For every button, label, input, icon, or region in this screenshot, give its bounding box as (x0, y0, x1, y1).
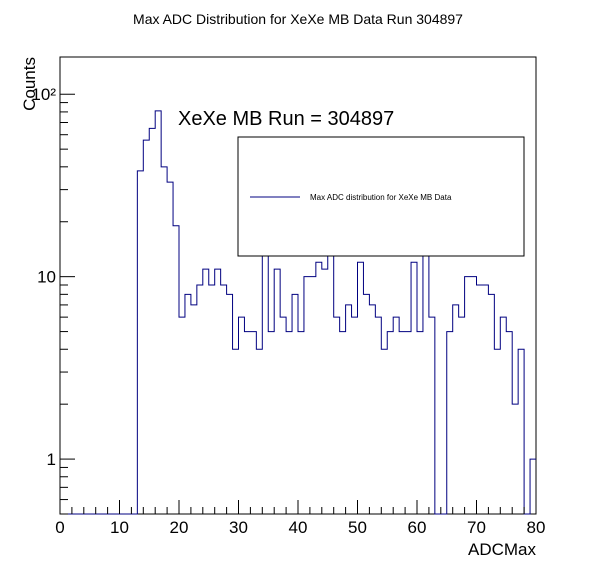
x-axis-label: ADCMax (468, 540, 537, 559)
x-tick-label: 50 (348, 518, 367, 537)
x-tick-label: 20 (170, 518, 189, 537)
x-axis-ticks: 0 10 20 30 40 50 60 70 80 (55, 500, 545, 537)
legend-entry-label: Max ADC distribution for XeXe MB Data (310, 193, 452, 202)
x-tick-label: 10 (110, 518, 129, 537)
plot-area: 0 10 20 30 40 50 60 70 80 1 10 10² (31, 56, 545, 537)
x-tick-label: 80 (527, 518, 546, 537)
y-axis-ticks: 1 10 10² (31, 85, 75, 515)
x-tick-label: 70 (467, 518, 486, 537)
y-axis-label: Counts (20, 57, 39, 111)
legend: Max ADC distribution for XeXe MB Data (237, 136, 525, 257)
chart-title: Max ADC Distribution for XeXe MB Data Ru… (133, 11, 463, 27)
y-tick-label: 1 (47, 450, 56, 469)
x-tick-label: 30 (229, 518, 248, 537)
histogram-line (60, 110, 536, 515)
y-tick-label: 10 (37, 268, 56, 287)
x-tick-label: 60 (408, 518, 427, 537)
run-annotation: XeXe MB Run = 304897 (178, 108, 394, 130)
x-tick-label: 0 (55, 518, 64, 537)
x-tick-label: 40 (289, 518, 308, 537)
y-tick-label: 10² (31, 85, 56, 104)
